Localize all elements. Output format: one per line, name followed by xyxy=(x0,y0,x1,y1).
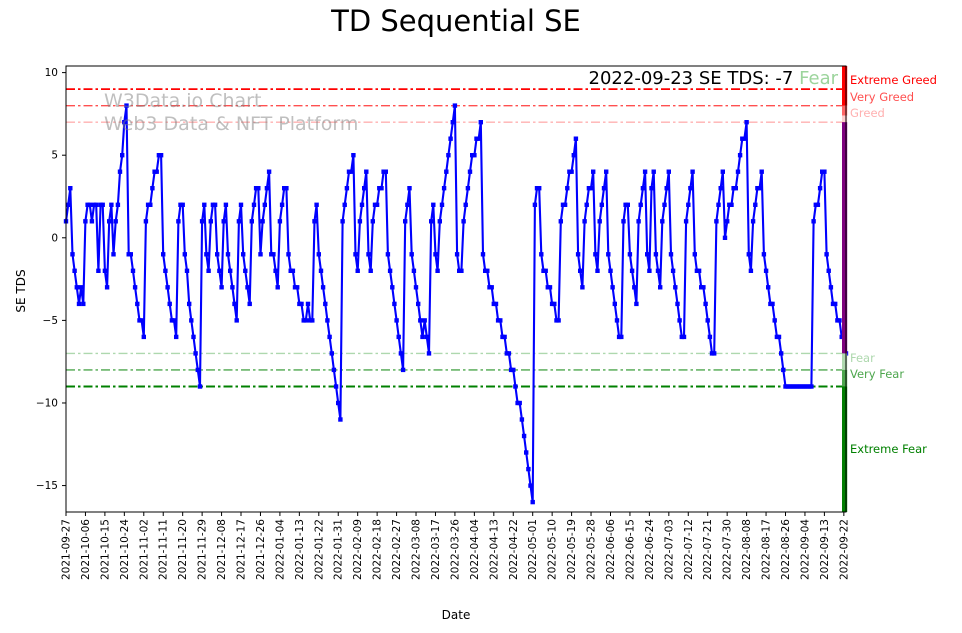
threshold-label-greed: Greed xyxy=(850,106,885,121)
x-tick-label: 2022-01-22 xyxy=(313,519,325,580)
x-tick-label: 2022-06-15 xyxy=(624,519,636,580)
y-axis-label: SE TDS xyxy=(14,269,28,313)
watermark-line1: W3Data.io Chart xyxy=(104,90,262,112)
x-tick-label: 2021-11-02 xyxy=(138,519,150,580)
x-tick-label: 2022-02-18 xyxy=(372,519,384,580)
x-tick-label: 2022-08-08 xyxy=(741,519,753,580)
y-tick-label: 10 xyxy=(45,67,58,79)
x-axis-ticks: 2021-09-27 2021-10-06 2021-10-15 2021-10-24… xyxy=(61,512,850,580)
x-tick-label: 2022-05-28 xyxy=(586,519,598,580)
y-tick-label: −15 xyxy=(36,480,58,492)
x-tick-label: 2022-08-26 xyxy=(780,519,792,580)
latest-value-annotation: 2022-09-23 SE TDS: -7 Fear xyxy=(589,68,838,89)
annotation-text: 2022-09-23 SE TDS: -7 xyxy=(588,68,794,89)
x-tick-label: 2021-10-15 xyxy=(99,519,111,580)
sentiment-colorbar-segment xyxy=(842,122,848,354)
x-tick-label: 2022-05-01 xyxy=(527,519,539,580)
x-tick-label: 2021-09-27 xyxy=(61,519,73,580)
x-tick-label: 2022-01-13 xyxy=(294,519,306,580)
threshold-label-very-fear: Very Fear xyxy=(850,367,905,382)
y-tick-label: 0 xyxy=(51,232,58,244)
x-tick-label: 2021-12-08 xyxy=(216,519,228,580)
x-tick-label: 2022-04-22 xyxy=(508,519,520,580)
threshold-label-extreme-greed: Extreme Greed xyxy=(850,73,937,88)
x-tick-label: 2022-07-12 xyxy=(683,519,695,580)
x-tick-label: 2022-01-31 xyxy=(333,519,345,580)
sentiment-colorbar-segment xyxy=(842,115,848,123)
x-tick-label: 2022-04-04 xyxy=(469,519,481,580)
x-tick-label: 2022-02-27 xyxy=(391,519,403,580)
x-tick-label: 2022-09-22 xyxy=(838,519,850,580)
x-tick-label: 2021-10-06 xyxy=(80,519,92,580)
sentiment-colorbar-segment xyxy=(842,386,848,512)
x-tick-label: 2021-10-24 xyxy=(119,519,131,580)
x-tick-label: 2021-12-26 xyxy=(255,519,267,580)
x-tick-label: 2022-03-17 xyxy=(430,519,442,580)
x-tick-label: 2022-03-08 xyxy=(411,519,423,580)
annotation-status: Fear xyxy=(799,68,838,89)
y-tick-label: −10 xyxy=(36,397,58,409)
x-tick-label: 2022-04-13 xyxy=(488,519,500,580)
x-tick-label: 2022-06-06 xyxy=(605,519,617,580)
y-tick-label: 5 xyxy=(51,150,58,162)
plot-border xyxy=(65,65,847,513)
x-tick-label: 2022-07-21 xyxy=(702,519,714,580)
x-tick-label: 2021-11-11 xyxy=(158,519,170,580)
chart-title: TD Sequential SE xyxy=(331,4,581,38)
x-tick-label: 2022-03-26 xyxy=(449,519,461,580)
sentiment-colorbar-segment xyxy=(842,105,848,116)
x-tick-label: 2022-07-30 xyxy=(722,519,734,580)
y-tick-label: −5 xyxy=(43,315,58,327)
x-tick-label: 2022-05-19 xyxy=(566,519,578,580)
data-points xyxy=(63,103,849,505)
se-tds-line xyxy=(64,104,848,504)
threshold-label-extreme-fear: Extreme Fear xyxy=(850,442,927,457)
x-tick-label: 2022-02-09 xyxy=(352,519,364,580)
watermark-line2: Web3 Data & NFT Platform xyxy=(104,113,359,135)
threshold-label-fear: Fear xyxy=(850,350,875,365)
y-axis-ticks: 10 5 0 −5 −10 −15 xyxy=(36,67,66,492)
x-tick-label: 2022-07-03 xyxy=(663,519,675,580)
x-tick-label: 2021-12-17 xyxy=(236,519,248,580)
x-axis-label: Date xyxy=(441,608,471,622)
sentiment-colorbar-segment xyxy=(842,353,848,370)
x-tick-label: 2021-11-20 xyxy=(177,519,189,580)
sentiment-colorbar-segment xyxy=(842,369,848,387)
x-tick-label: 2022-08-17 xyxy=(761,519,773,580)
x-tick-label: 2022-05-10 xyxy=(547,519,559,580)
x-tick-label: 2021-11-29 xyxy=(197,519,209,580)
x-tick-label: 2022-09-13 xyxy=(819,519,831,580)
sentiment-colorbar-segment xyxy=(842,66,848,106)
x-tick-label: 2022-01-04 xyxy=(274,519,286,580)
x-tick-label: 2022-09-04 xyxy=(799,519,811,580)
threshold-label-very-greed: Very Greed xyxy=(850,89,915,104)
x-tick-label: 2022-06-24 xyxy=(644,519,656,580)
